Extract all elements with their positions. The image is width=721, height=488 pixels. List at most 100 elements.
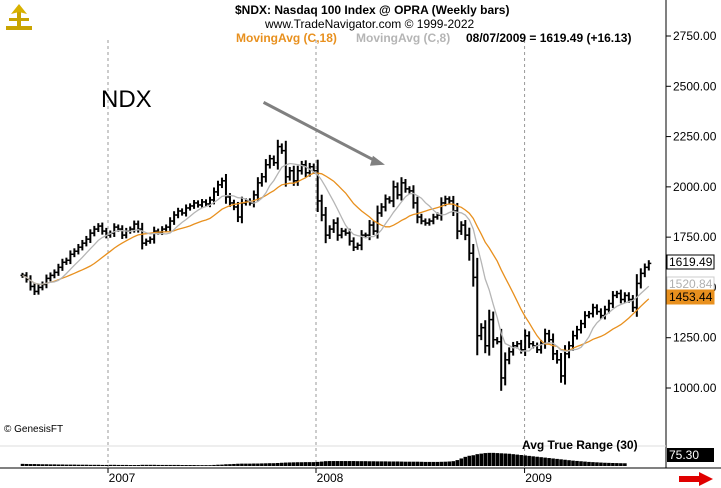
price-bar <box>491 311 496 348</box>
price-bar <box>543 328 548 349</box>
price-bar <box>219 177 225 189</box>
ohlc-bars <box>20 139 652 391</box>
price-bar <box>551 333 556 361</box>
price-bar <box>487 309 492 356</box>
price-bar <box>463 220 468 241</box>
price-bar <box>459 221 464 235</box>
price-bar <box>176 207 181 219</box>
price-bar <box>343 228 349 236</box>
price-bar <box>164 224 169 232</box>
price-bar <box>100 222 105 235</box>
right-arrow-icon[interactable] <box>679 472 713 486</box>
trade-navigator-logo-icon[interactable] <box>4 4 34 32</box>
price-bar <box>192 200 197 209</box>
atr-value-text: 75.30 <box>669 448 699 462</box>
price-bar <box>251 190 257 208</box>
price-bar <box>479 323 484 341</box>
x-tick-label: 2009 <box>525 471 552 485</box>
price-bar <box>48 272 53 282</box>
price-bar <box>359 230 365 251</box>
price-bar <box>383 194 389 212</box>
price-bar <box>622 292 628 303</box>
price-bar <box>387 196 393 204</box>
value-box-atr: 75.30 <box>667 448 714 462</box>
value-box-text: 1453.44 <box>669 290 713 304</box>
price-bar <box>327 225 333 239</box>
price-bar <box>339 227 345 239</box>
price-bar <box>578 319 584 334</box>
atr-label: Avg True Range (30) <box>522 438 638 452</box>
price-bar <box>423 218 428 226</box>
value-box-bg <box>666 254 715 270</box>
price-bar <box>527 331 532 349</box>
price-bar <box>271 155 277 166</box>
price-bar <box>503 352 508 386</box>
price-bar <box>574 325 580 340</box>
price-bar <box>88 229 93 243</box>
trend-arrow <box>262 101 385 166</box>
price-bar <box>215 180 221 197</box>
price-bar <box>184 204 189 217</box>
moving-average-lines <box>22 162 650 352</box>
price-bar <box>555 349 560 364</box>
ma18-line <box>22 172 650 352</box>
price-bar <box>255 177 261 201</box>
price-bar <box>590 303 596 318</box>
price-bar <box>28 275 33 291</box>
price-bar <box>399 177 404 201</box>
y-tick-label: 2500.00 <box>673 79 717 93</box>
price-bar <box>140 222 145 250</box>
price-bar <box>379 203 385 217</box>
price-bar <box>431 213 436 225</box>
last-bar-readout: 08/07/2009 = 1619.49 (+16.13) <box>466 31 632 45</box>
chart-title: $NDX: Nasdaq 100 Index @ OPRA (Weekly ba… <box>235 3 510 17</box>
price-bar <box>335 217 341 241</box>
price-bar <box>638 268 644 289</box>
price-axis: 2750.002500.002250.002000.001750.001500.… <box>666 29 717 395</box>
price-bar <box>614 290 620 299</box>
value-box-close: 1619.49 <box>666 254 715 270</box>
price-bar <box>148 236 153 244</box>
price-bar <box>586 310 592 319</box>
price-bar <box>112 223 117 237</box>
price-bar <box>152 226 157 244</box>
price-bar <box>439 197 444 221</box>
price-bar <box>180 208 185 216</box>
price-bar <box>331 219 337 233</box>
year-gridlines <box>107 40 526 468</box>
price-bar <box>594 304 600 315</box>
price-bar <box>188 203 193 211</box>
price-bar <box>646 260 652 271</box>
trend-arrow-head <box>369 155 385 166</box>
price-bar <box>415 196 420 224</box>
y-tick-label: 1000.00 <box>673 381 717 395</box>
value-box-text: 1619.49 <box>669 255 713 269</box>
price-bar <box>391 180 397 208</box>
price-bar <box>60 258 65 271</box>
price-bar <box>451 195 456 217</box>
price-bar <box>239 196 245 224</box>
price-bar <box>259 172 265 187</box>
price-bar <box>303 160 309 178</box>
price-bar <box>559 353 564 383</box>
ma8-line <box>22 162 650 352</box>
x-tick-label: 2008 <box>317 471 344 485</box>
y-tick-label: 1750.00 <box>673 230 717 244</box>
value-box-text: 1520.84 <box>669 277 713 291</box>
price-bar <box>475 257 480 356</box>
price-bar <box>72 248 77 258</box>
price-bar <box>447 196 452 204</box>
atr-value-bg <box>667 448 714 462</box>
price-bar <box>467 227 472 261</box>
price-bar <box>618 289 624 304</box>
price-bar <box>287 166 293 181</box>
price-bar <box>351 237 357 252</box>
time-axis: 2007 2008 2009 <box>107 468 552 485</box>
price-bar <box>319 194 325 222</box>
price-bar <box>84 235 89 247</box>
price-bar <box>128 226 133 234</box>
x-tick-label: 2007 <box>109 471 136 485</box>
price-bar <box>511 341 516 356</box>
price-bar <box>535 342 540 354</box>
